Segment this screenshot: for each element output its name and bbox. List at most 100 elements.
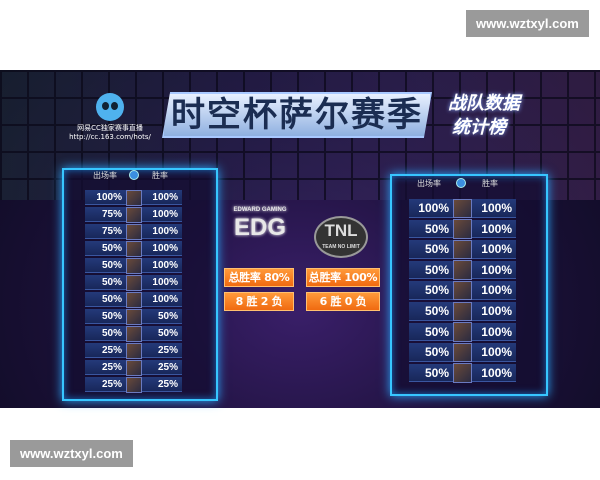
table-row: 50% 50%	[85, 325, 182, 342]
broadcaster-logo: 网易CC独家赛事直播 http://cc.163.com/hots/	[50, 93, 170, 142]
table-row: 50% 100%	[409, 363, 516, 383]
appearance-rate: 50%	[409, 343, 453, 362]
hero-portrait	[453, 239, 472, 260]
win-rate: 100%	[472, 363, 516, 383]
table-row: 25% 25%	[85, 359, 182, 376]
win-rate: 100%	[472, 343, 516, 362]
appearance-rate: 75%	[85, 207, 126, 222]
subtitle-line-2: 统计榜	[452, 117, 506, 138]
broadcaster-name: 网易CC独家赛事直播	[77, 124, 143, 132]
appearance-rate: 50%	[85, 292, 126, 307]
win-rate: 100%	[142, 190, 182, 205]
table-row: 50% 100%	[85, 240, 182, 257]
subtitle: 战队数据 统计榜	[448, 92, 520, 140]
appearance-rate: 50%	[85, 275, 126, 290]
table-row: 100% 100%	[409, 198, 516, 219]
table-row: 50% 100%	[409, 260, 516, 280]
table-row: 50% 100%	[409, 219, 516, 239]
table-row: 50% 100%	[85, 257, 182, 274]
watermark-top: www.wztxyl.com	[466, 10, 589, 37]
win-rate: 100%	[142, 258, 182, 273]
hero-portrait	[126, 189, 142, 206]
win-rate: 100%	[472, 281, 516, 300]
hero-portrait	[453, 322, 472, 342]
tnl-logo: TNL TEAM NO LIMIT	[314, 216, 368, 258]
header-appearance: 出场率	[417, 179, 441, 188]
edg-win-rate: 总胜率 80%	[224, 268, 294, 287]
hero-portrait	[453, 260, 472, 280]
win-rate: 100%	[472, 322, 516, 342]
table-row: 50% 100%	[409, 301, 516, 322]
table-row: 25% 25%	[85, 376, 182, 393]
hero-portrait	[126, 342, 142, 359]
hero-portrait	[126, 359, 142, 376]
appearance-rate: 50%	[409, 322, 453, 342]
appearance-rate: 50%	[409, 260, 453, 280]
win-rate: 100%	[142, 292, 182, 307]
appearance-rate: 50%	[409, 281, 453, 300]
header-appearance: 出场率	[93, 171, 117, 180]
table-row: 75% 100%	[85, 206, 182, 223]
subtitle-line-1: 战队数据	[448, 93, 520, 114]
win-rate: 100%	[472, 219, 516, 239]
win-rate: 25%	[142, 377, 182, 392]
win-rate: 100%	[472, 199, 516, 218]
edg-record: 8 胜 2 负	[224, 292, 294, 311]
table-row: 50% 100%	[85, 274, 182, 291]
watermark-bottom: www.wztxyl.com	[10, 440, 133, 467]
hero-portrait	[126, 376, 142, 393]
table-row: 25% 25%	[85, 342, 182, 359]
hero-portrait	[453, 363, 472, 383]
table-row: 50% 100%	[85, 291, 182, 308]
win-rate: 100%	[142, 241, 182, 256]
win-rate: 100%	[142, 224, 182, 239]
hero-portrait	[126, 257, 142, 274]
page-title: 时空杯萨尔赛季	[162, 92, 432, 138]
win-rate: 100%	[142, 207, 182, 222]
hero-portrait	[126, 223, 142, 240]
appearance-rate: 50%	[409, 219, 453, 239]
win-rate: 25%	[142, 343, 182, 358]
hero-portrait	[453, 280, 472, 301]
hero-portrait	[126, 274, 142, 291]
tnl-logo-text: TNL	[324, 221, 358, 240]
mascot-icon	[96, 93, 124, 121]
appearance-rate: 75%	[85, 224, 126, 239]
win-rate: 100%	[142, 275, 182, 290]
appearance-rate: 50%	[85, 309, 126, 324]
hero-portrait	[126, 240, 142, 257]
table-row: 50% 100%	[409, 342, 516, 363]
hero-portrait	[126, 308, 142, 325]
win-rate: 50%	[142, 326, 182, 341]
win-rate: 100%	[472, 260, 516, 280]
table-row: 50% 100%	[409, 322, 516, 342]
appearance-rate: 100%	[409, 199, 453, 218]
table-row: 100% 100%	[85, 189, 182, 206]
header-win-rate: 胜率	[152, 171, 168, 180]
broadcaster-url: http://cc.163.com/hots/	[69, 133, 151, 141]
hero-portrait	[126, 206, 142, 223]
win-rate: 50%	[142, 309, 182, 324]
tnl-logo-small-text: TEAM NO LIMIT	[322, 244, 360, 250]
appearance-rate: 50%	[409, 363, 453, 383]
table-row: 75% 100%	[85, 223, 182, 240]
appearance-rate: 25%	[85, 377, 126, 392]
appearance-rate: 50%	[85, 241, 126, 256]
appearance-rate: 25%	[85, 360, 126, 375]
hero-portrait	[126, 291, 142, 308]
appearance-rate: 50%	[85, 326, 126, 341]
win-rate: 25%	[142, 360, 182, 375]
appearance-rate: 50%	[85, 258, 126, 273]
table-row: 50% 100%	[409, 239, 516, 260]
hero-portrait	[453, 198, 472, 219]
edg-logo: EDWARD GAMING EDG	[224, 206, 296, 242]
appearance-rate: 50%	[409, 240, 453, 259]
table-row: 50% 50%	[85, 308, 182, 325]
win-rate: 100%	[472, 240, 516, 259]
appearance-rate: 25%	[85, 343, 126, 358]
hero-portrait	[453, 219, 472, 239]
appearance-rate: 50%	[409, 302, 453, 321]
heroes-logo-icon	[456, 178, 466, 188]
appearance-rate: 100%	[85, 190, 126, 205]
tnl-win-rate: 总胜率 100%	[306, 268, 380, 287]
